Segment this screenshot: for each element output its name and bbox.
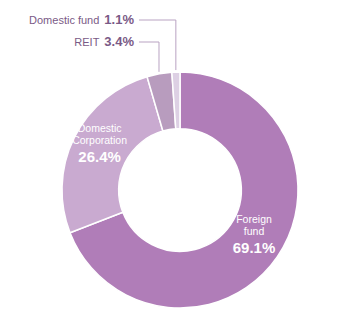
slice-name: REIT [74, 36, 99, 48]
slice-name-line: Foreign [236, 213, 272, 225]
slice-value: 69.1% [233, 239, 276, 256]
slice-name-line: Corporation [72, 134, 127, 146]
donut [62, 72, 298, 308]
leader-line [139, 20, 176, 70]
slice-name-line: fund [244, 225, 265, 237]
slice-value: 26.4% [78, 148, 121, 165]
leader-line [139, 42, 159, 72]
slice-name-line: Domestic [78, 122, 122, 134]
slice [62, 77, 163, 233]
slice [147, 72, 176, 131]
slice-name: Foreignfund [236, 213, 272, 237]
slice-name: DomesticCorporation [72, 122, 127, 146]
slice-name: Domestic fund [29, 14, 99, 26]
slice-value: 1.1% [104, 12, 134, 27]
chart: Foreignfund 69.1% DomesticCorporation 26.4%… [0, 0, 360, 322]
slice-value: 3.4% [104, 34, 134, 49]
labels: Foreignfund 69.1% DomesticCorporation 26.4%… [29, 12, 275, 256]
slice [172, 72, 180, 129]
